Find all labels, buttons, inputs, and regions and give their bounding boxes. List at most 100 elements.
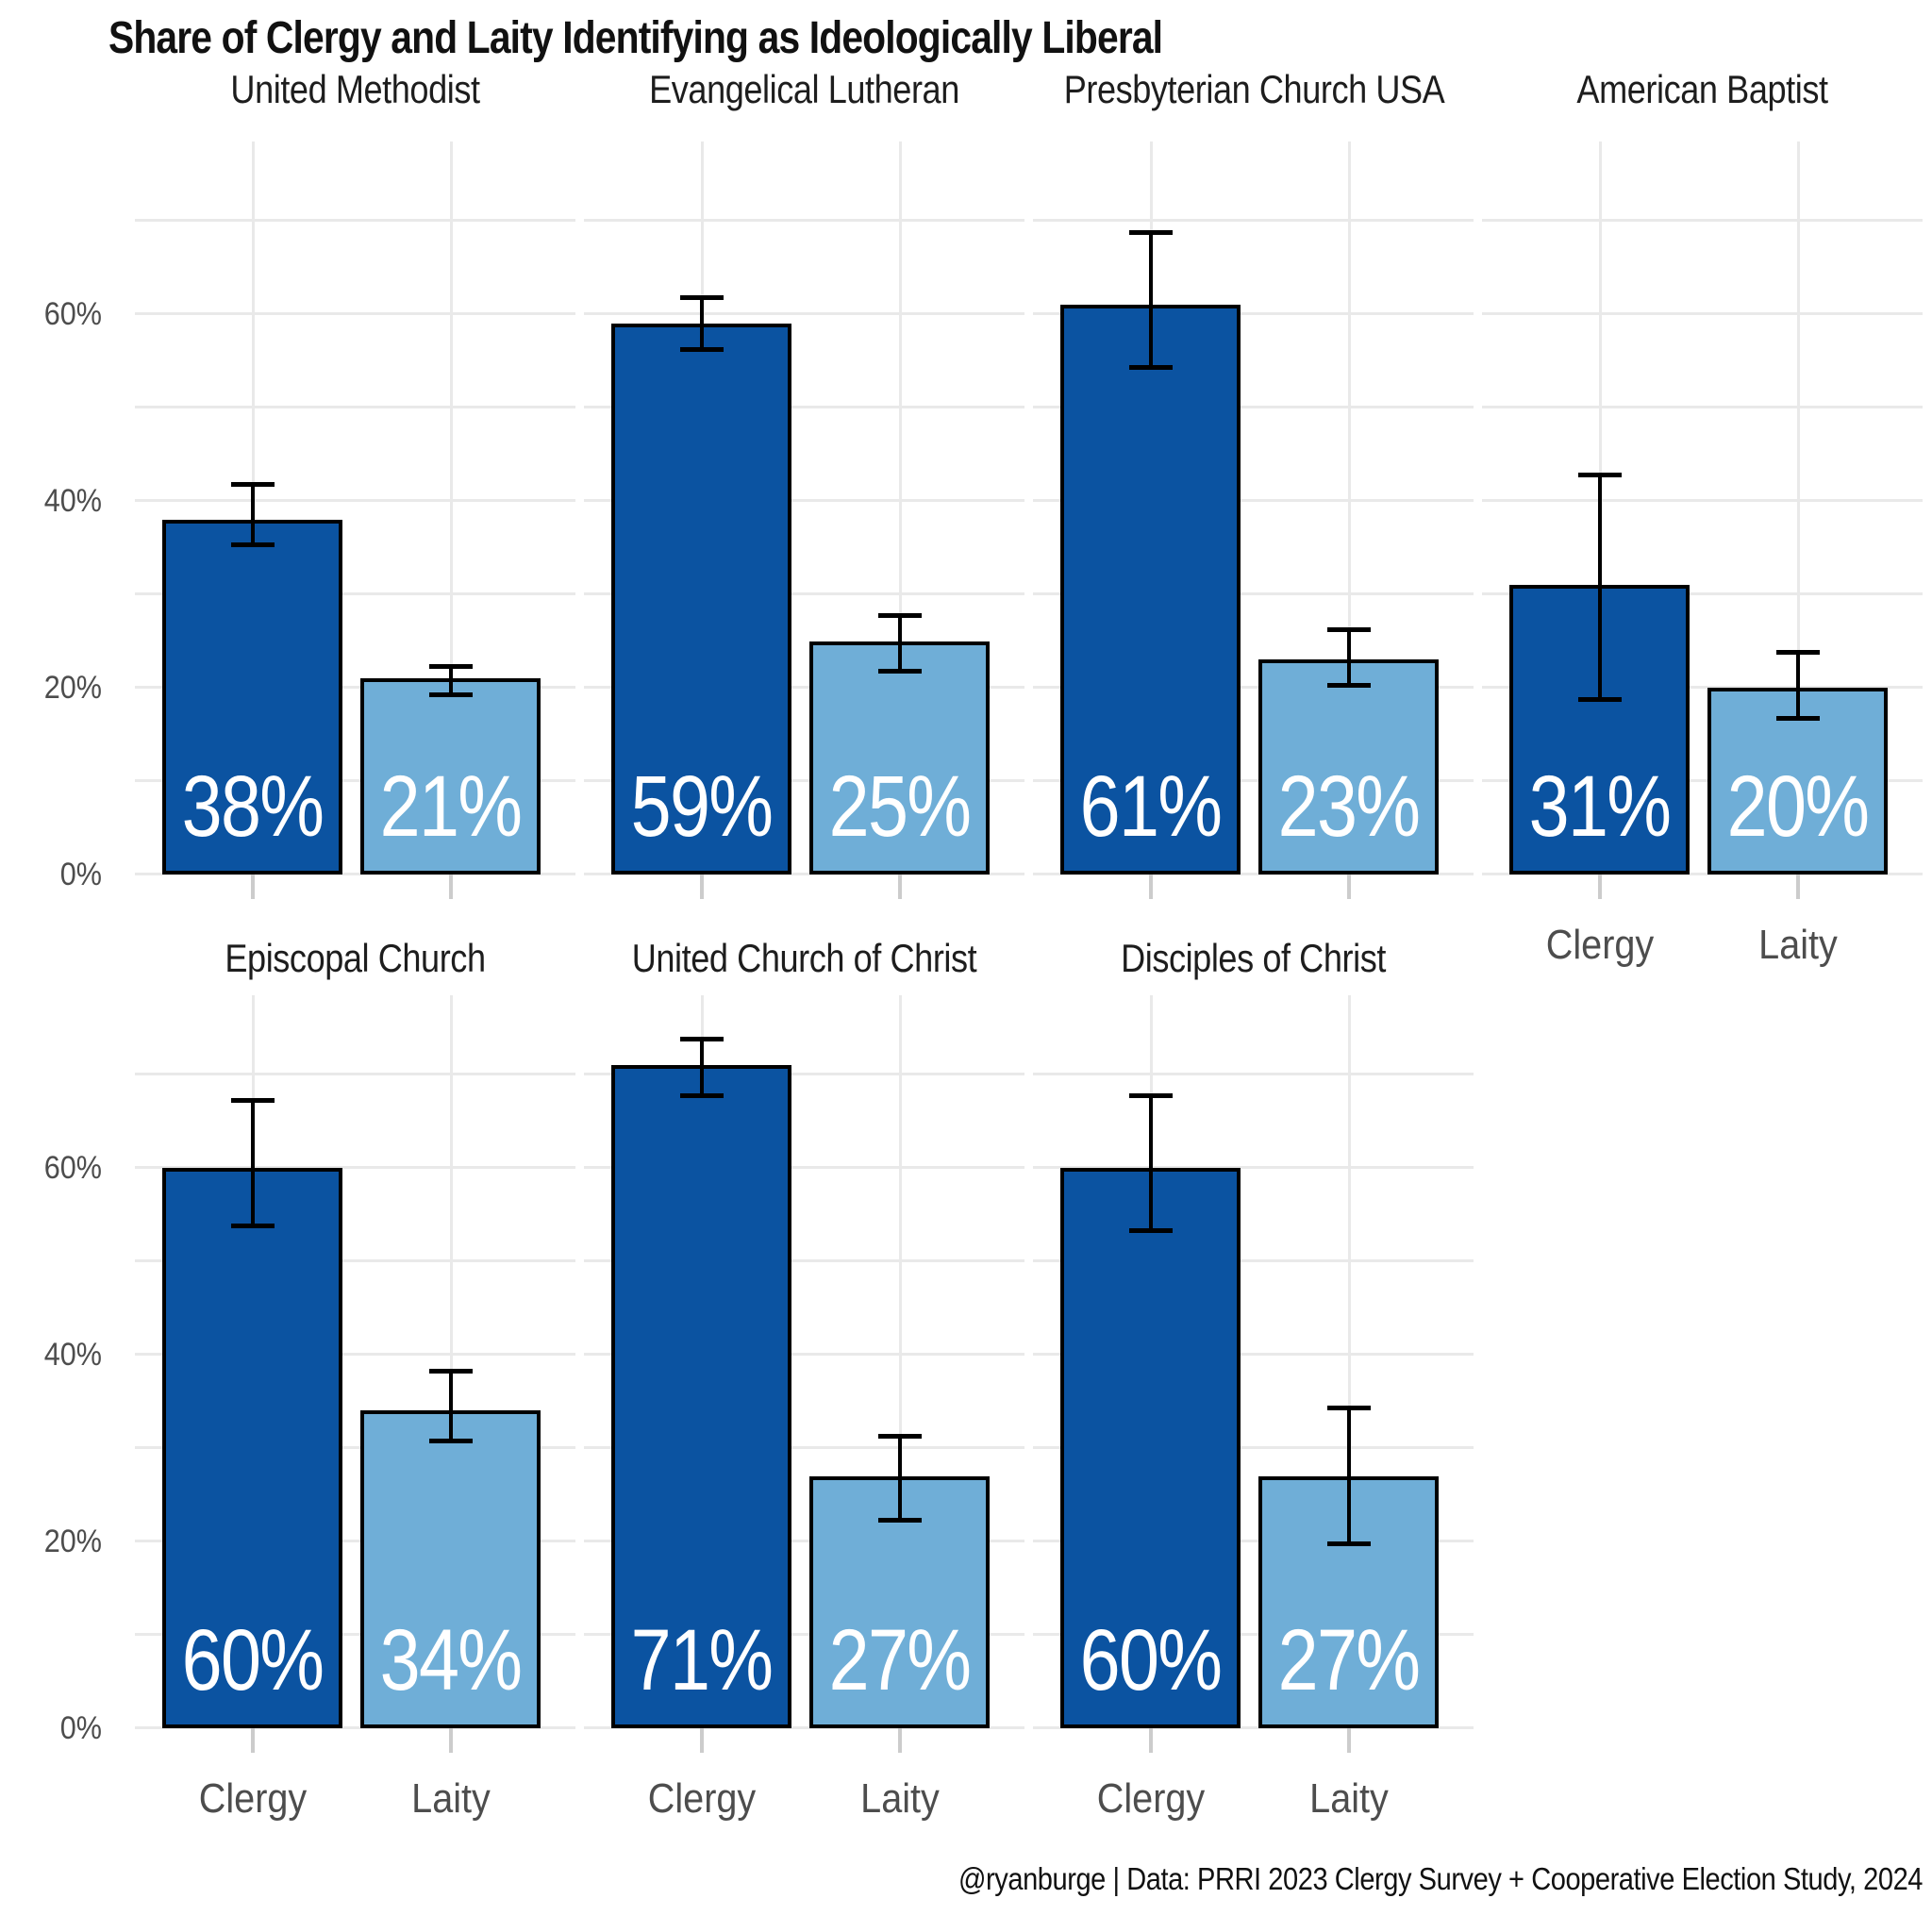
facet-panel: 59% 25%: [584, 142, 1024, 899]
x-axis-label-clergy: Clergy: [1545, 922, 1654, 968]
facet-title: Presbyterian Church USA: [1063, 67, 1445, 111]
error-bar-cap-top: [679, 295, 724, 301]
facet-panel: 60% Clergy 27% Laity: [1033, 995, 1474, 1821]
y-axis-tick-label: 0%: [59, 1710, 102, 1746]
error-bar-line: [250, 482, 255, 548]
error-bar-line: [897, 612, 902, 675]
gridline-horizontal: [135, 1446, 575, 1449]
bar-value-label: 34%: [379, 1612, 523, 1708]
gridline-horizontal: [135, 1633, 575, 1636]
gridline-vertical: [1347, 142, 1351, 874]
gridline-horizontal: [584, 1633, 1024, 1636]
error-bar-cap-bottom: [679, 346, 724, 352]
error-bar-cap-top: [1577, 473, 1622, 478]
facet-american-baptist: American Baptist 31% Clergy 20% Laity: [1482, 68, 1923, 967]
gridline-horizontal: [584, 312, 1024, 315]
gridline-horizontal: [1482, 219, 1923, 222]
facet-title: Episcopal Church: [225, 936, 486, 980]
gridline-horizontal: [135, 219, 575, 222]
error-bar-cap-bottom: [1128, 1228, 1173, 1234]
facet-united-methodist: United Methodist 38% 21%: [135, 68, 575, 899]
gridline-horizontal: [1033, 686, 1474, 689]
x-axis-label-laity: Laity: [1757, 922, 1838, 968]
error-bar: [230, 482, 275, 548]
y-axis-tick-label: 20%: [43, 670, 102, 706]
x-axis-tick: [1346, 874, 1351, 899]
gridline-horizontal: [1033, 499, 1474, 502]
error-bar-line: [1795, 650, 1800, 721]
gridline-horizontal: [135, 873, 575, 875]
x-axis-label-laity: Laity: [859, 1775, 940, 1822]
y-axis-tick-label: 60%: [43, 296, 102, 332]
y-axis-tick-label: 0%: [59, 857, 102, 892]
error-bar-cap-bottom: [1577, 696, 1622, 702]
facet-presbyterian-church-usa: Presbyterian Church USA 61% 23%: [1033, 68, 1474, 899]
error-bar-cap-bottom: [1326, 1541, 1371, 1546]
gridline-horizontal: [584, 1540, 1024, 1542]
facet-episcopal-church: Episcopal Church 60% Clergy 34% Laity: [135, 937, 575, 1821]
bar-value-label: 27%: [1277, 1612, 1421, 1708]
facet-title: Evangelical Lutheran: [649, 67, 959, 111]
x-axis-tick: [1597, 874, 1602, 899]
x-axis-label-laity: Laity: [410, 1775, 491, 1822]
bar-value-label: 21%: [379, 758, 523, 855]
gridline-horizontal: [135, 1259, 575, 1262]
error-bar: [1326, 626, 1371, 688]
x-axis-label-clergy: Clergy: [1096, 1775, 1205, 1822]
gridline-horizontal: [1482, 499, 1923, 502]
bar-value-label: 20%: [1726, 758, 1870, 855]
bar-value-label: 60%: [1079, 1612, 1223, 1708]
facet-evangelical-lutheran: Evangelical Lutheran 59% 25%: [584, 68, 1024, 899]
error-bar: [679, 295, 724, 352]
error-bar-cap-bottom: [1326, 682, 1371, 688]
gridline-vertical: [898, 142, 902, 874]
gridline-horizontal: [1033, 1633, 1474, 1636]
gridline-horizontal: [135, 1073, 575, 1075]
error-bar-line: [250, 1097, 255, 1229]
x-axis-label-clergy: Clergy: [647, 1775, 756, 1822]
x-axis-tick: [250, 874, 255, 899]
error-bar-line: [1346, 1406, 1351, 1546]
y-axis-tick-label: 20%: [43, 1524, 102, 1559]
error-bar-cap-bottom: [428, 1439, 473, 1444]
bar-value-label: 71%: [630, 1612, 774, 1708]
gridline-horizontal: [135, 499, 575, 502]
gridline-horizontal: [584, 219, 1024, 222]
gridline-horizontal: [135, 312, 575, 315]
bar-value-label: 31%: [1528, 758, 1672, 855]
error-bar: [1775, 650, 1820, 721]
x-axis-tick: [1795, 874, 1800, 899]
gridline-horizontal: [135, 1726, 575, 1729]
error-bar-line: [897, 1434, 902, 1524]
error-bar-cap-bottom: [428, 691, 473, 697]
bar-value-label: 61%: [1079, 758, 1223, 855]
error-bar-cap-top: [1326, 1406, 1371, 1411]
gridline-horizontal: [1482, 312, 1923, 315]
x-axis-tick: [1346, 1728, 1351, 1753]
x-axis-tick: [897, 874, 902, 899]
error-bar-cap-top: [428, 1368, 473, 1374]
bar-value-label: 38%: [181, 758, 325, 855]
gridline-vertical: [898, 995, 902, 1728]
bar-value-label: 25%: [828, 758, 972, 855]
gridline-horizontal: [1033, 406, 1474, 408]
facet-united-church-of-christ: United Church of Christ 71% Clergy 27% Lait…: [584, 937, 1024, 1821]
error-bar: [1128, 1092, 1173, 1234]
gridline-horizontal: [1482, 686, 1923, 689]
error-bar-cap-top: [1128, 1092, 1173, 1098]
gridline-horizontal: [1482, 406, 1923, 408]
x-axis-label-laity: Laity: [1308, 1775, 1389, 1822]
error-bar-line: [448, 664, 453, 697]
facet-panel: 71% Clergy 27% Laity: [584, 995, 1024, 1821]
error-bar: [1577, 473, 1622, 702]
bar-value-label: 60%: [181, 1612, 325, 1708]
clergy-bar: [162, 1168, 342, 1728]
bar-value-label: 23%: [1277, 758, 1421, 855]
gridline-horizontal: [135, 779, 575, 782]
error-bar-cap-bottom: [230, 542, 275, 548]
gridline-horizontal: [1033, 1073, 1474, 1075]
gridline-horizontal: [1033, 779, 1474, 782]
error-bar-cap-top: [428, 664, 473, 670]
gridline-horizontal: [1033, 1726, 1474, 1729]
